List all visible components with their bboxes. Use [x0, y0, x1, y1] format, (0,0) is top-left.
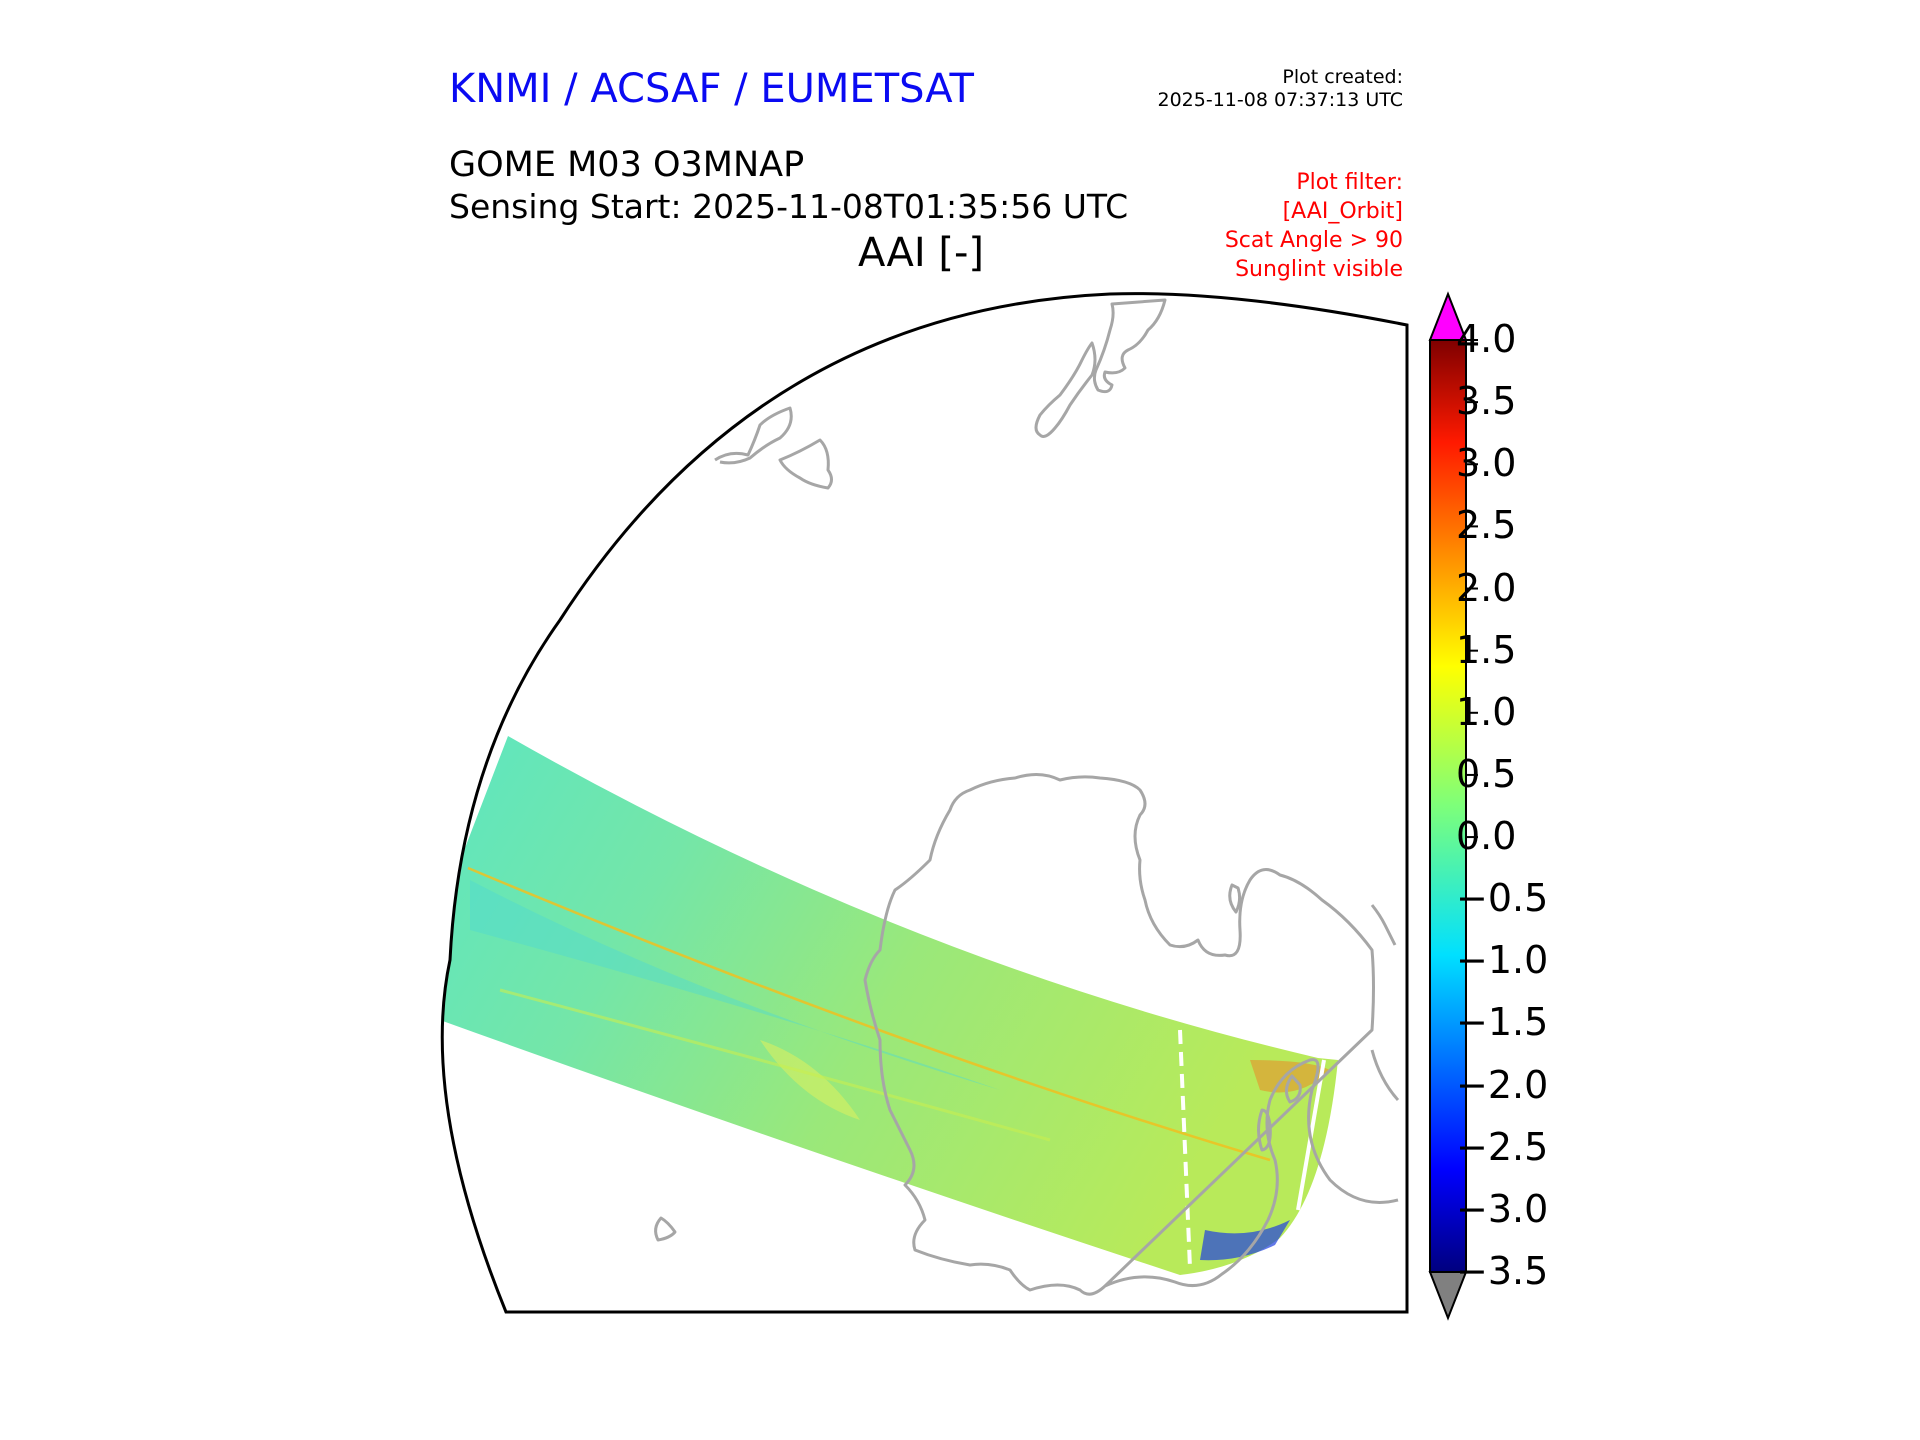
- coastline-antarctica: [863, 773, 1400, 1296]
- colorbar-tick-label: −3.0: [1456, 1186, 1549, 1231]
- colorbar-tick-label: −1.5: [1456, 1000, 1549, 1045]
- colorbar-tick-label: 2.5: [1456, 503, 1517, 548]
- coastlines: [654, 298, 1400, 1296]
- swath-shading: [760, 1040, 860, 1120]
- colorbar-tick-label: 0.0: [1456, 814, 1517, 859]
- sensing-start: Sensing Start: 2025-11-08T01:35:56 UTC: [449, 187, 1129, 226]
- map-boundary: [440, 292, 1409, 1314]
- plot-filter-line: [AAI_Orbit]: [1282, 199, 1403, 224]
- swath-stripe: [499, 988, 1051, 1142]
- coastline-australia: [714, 406, 793, 465]
- coastline-island: [1285, 1074, 1302, 1104]
- plot-created-value: 2025-11-08 07:37:13 UTC: [1157, 89, 1404, 111]
- map-area: [442, 298, 1400, 1296]
- swath-hotspot: [1250, 1060, 1330, 1093]
- plot-filter-line: Scat Angle > 90: [1224, 228, 1403, 253]
- coastline-newzealand: [1034, 341, 1097, 438]
- coastline-island: [1257, 1108, 1272, 1152]
- colorbar-over-triangle: [1428, 291, 1468, 341]
- colorbar-tick-label: 3.5: [1456, 379, 1517, 424]
- colorbar-tick-label: −2.5: [1456, 1124, 1549, 1169]
- swath-lowspot: [1200, 1220, 1290, 1261]
- colorbar-tick-label: −3.5: [1456, 1249, 1549, 1293]
- colorbar-tick-label: 1.5: [1456, 627, 1517, 672]
- swath-stripe: [467, 866, 1271, 1162]
- agency-title: KNMI / ACSAF / EUMETSAT: [449, 66, 974, 112]
- parameter-title: AAI [-]: [858, 230, 984, 276]
- colorbar-tick-label: −0.5: [1456, 876, 1549, 921]
- colorbar-tick-label: 1.0: [1456, 689, 1517, 734]
- colorbar-tick-label: −1.0: [1456, 938, 1549, 983]
- coastline-newzealand: [1092, 298, 1167, 394]
- colorbar-tick-label: 0.5: [1456, 751, 1517, 796]
- plot-filter-line: Sunglint visible: [1235, 257, 1403, 282]
- coastline-island: [654, 1216, 677, 1242]
- colorbar-tick-label: −2.0: [1456, 1062, 1549, 1107]
- coastline-island: [778, 438, 833, 490]
- colorbar: [1428, 291, 1478, 1321]
- colorbar-tick-label: 2.0: [1456, 565, 1517, 610]
- aai-swath: [442, 736, 1338, 1275]
- plot-filter-line: Plot filter:: [1296, 170, 1403, 195]
- colorbar-tick-label: 3.0: [1456, 441, 1517, 486]
- coastline-island: [1228, 883, 1242, 914]
- colorbar-under-triangle: [1428, 1271, 1468, 1321]
- product-title: GOME M03 O3MNAP: [449, 145, 805, 185]
- coastline-island: [1370, 904, 1397, 946]
- plot-created-label: Plot created:: [1282, 66, 1403, 88]
- colorbar-tick-label: 4.0: [1456, 317, 1517, 361]
- swath-gap: [1178, 1029, 1192, 1269]
- colorbar-gradient: [1429, 339, 1467, 1273]
